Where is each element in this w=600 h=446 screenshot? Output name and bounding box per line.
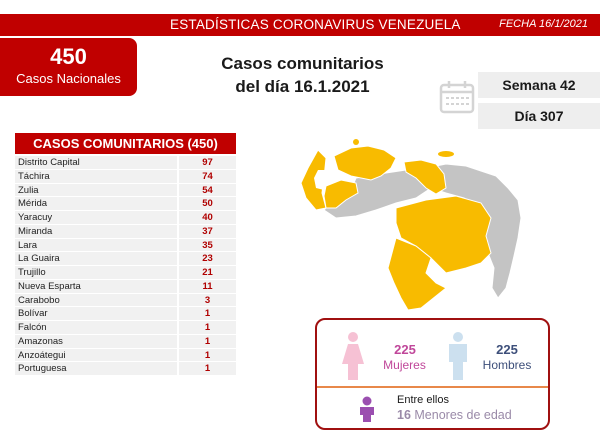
state-name: Miranda [15,224,177,239]
state-count: 1 [179,307,236,321]
state-name: Carabobo [15,293,177,308]
table-row: Yaracuy 40 [15,211,236,225]
week-box: Semana 42 [478,72,600,98]
map-region-yellow-bolivar [395,195,492,274]
table-row: Trujillo 21 [15,266,236,280]
venezuela-map [300,139,522,311]
table-row: La Guaira 23 [15,252,236,266]
state-name: Distrito Capital [15,156,177,170]
header-bar: ESTADÍSTICAS CORONAVIRUS VENEZUELA FECHA… [0,14,600,36]
map-island-small [353,139,359,145]
table-row: Portuguesa 1 [15,362,236,376]
table-row: Lara 35 [15,238,236,253]
state-name: Bolívar [15,307,177,321]
map-region-yellow-capital [403,159,447,195]
header-title: ESTADÍSTICAS CORONAVIRUS VENEZUELA [170,17,461,32]
map-region-yellow-amazonas [387,237,447,311]
female-count: 225 [394,342,416,357]
state-count: 74 [179,169,236,184]
state-name: Amazonas [15,334,177,349]
table-row: Zulia 54 [15,183,236,198]
calendar-icon [439,81,475,114]
map-region-yellow-west [300,149,327,211]
male-icon [449,332,467,380]
minors-line: 16 Menores de edad [397,408,512,422]
state-count: 37 [179,224,236,239]
header-date: FECHA 16/1/2021 [499,18,588,30]
state-count: 97 [179,156,236,170]
map-lake [314,170,328,190]
male-label: Hombres [482,358,532,372]
table-row: Miranda 37 [15,224,236,239]
state-count: 54 [179,183,236,198]
table-row: Mérida 50 [15,197,236,211]
state-count: 23 [179,252,236,266]
minors-count: 16 [397,408,411,422]
table-row: Bolívar 1 [15,307,236,321]
gender-summary-box: 225 Mujeres 225 Hombres Entre ellos 16 M… [315,318,550,430]
table-row: Carabobo 3 [15,293,236,308]
minor-icon [360,396,374,422]
state-name: Portuguesa [15,362,177,376]
minors-label: Menores de edad [414,408,512,422]
table-row: Anzoátegui 1 [15,348,236,363]
among-label: Entre ellos [397,394,449,406]
table-row: Nueva Esparta 11 [15,279,236,294]
table-row: Amazonas 1 [15,334,236,349]
state-name: Trujillo [15,266,177,280]
female-icon [342,332,364,380]
state-name: Nueva Esparta [15,279,177,294]
state-name: Anzoátegui [15,348,177,363]
state-name: Táchira [15,169,177,184]
divider [317,386,548,388]
title-line-2: del día 16.1.2021 [235,77,370,96]
map-region-yellow-north [333,145,397,181]
map-region-yellow-andes [323,179,359,209]
title-line-1: Casos comunitarios [221,54,384,73]
cases-table: CASOS COMUNITARIOS (450) Distrito Capita… [15,133,236,376]
national-label: Casos Nacionales [16,71,121,86]
state-count: 1 [179,362,236,376]
table-row: Táchira 74 [15,169,236,184]
state-count: 11 [179,279,236,294]
state-count: 21 [179,266,236,280]
table-header: CASOS COMUNITARIOS (450) [15,133,236,154]
state-name: Lara [15,238,177,253]
state-count: 3 [179,293,236,308]
state-name: Mérida [15,197,177,211]
state-count: 1 [179,348,236,363]
table-row: Falcón 1 [15,321,236,335]
state-name: Falcón [15,321,177,335]
female-label: Mujeres [383,358,426,372]
national-cases-box: 450 Casos Nacionales [0,38,137,96]
state-name: Zulia [15,183,177,198]
national-count: 450 [50,44,87,69]
state-count: 1 [179,321,236,335]
day-box: Día 307 [478,103,600,129]
state-name: La Guaira [15,252,177,266]
state-count: 40 [179,211,236,225]
state-count: 35 [179,238,236,253]
state-count: 50 [179,197,236,211]
map-island-nueva-esparta [438,151,454,157]
page-title: Casos comunitarios del día 16.1.2021 [210,52,395,98]
table-row: Distrito Capital 97 [15,156,236,170]
state-count: 1 [179,334,236,349]
state-name: Yaracuy [15,211,177,225]
male-count: 225 [496,342,518,357]
